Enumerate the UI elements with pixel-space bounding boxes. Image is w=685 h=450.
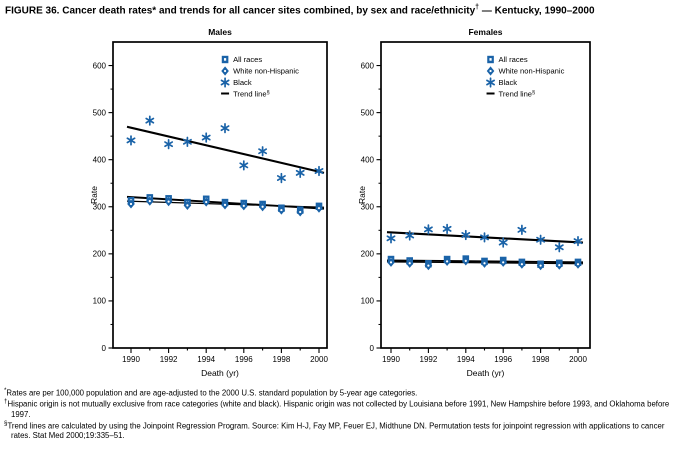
legend-trend-label: Trend line§	[499, 90, 536, 99]
svg-text:All races: All races	[499, 55, 528, 64]
footnote-text: Hispanic origin is not mutually exclusiv…	[7, 400, 670, 419]
svg-text:All races: All races	[233, 55, 262, 64]
figure-title: FIGURE 36. Cancer death rates* and trend…	[5, 4, 681, 16]
x-axis: 1990 1992 1994 1996 1998 2000	[122, 348, 328, 364]
svg-text:200: 200	[93, 250, 107, 259]
footnote-marker: †	[4, 398, 8, 406]
svg-text:300: 300	[361, 203, 375, 212]
footnote-marker: §	[4, 419, 8, 427]
figure-title-text2: — Kentucky, 1990–2000	[479, 5, 595, 17]
x-axis: 1990 1992 1994 1996 1998 2000	[382, 348, 587, 364]
svg-text:400: 400	[93, 155, 107, 164]
males-chart: Males 0 100 200 300 400 500 600 1990 1992 1994 1996…	[89, 27, 328, 378]
svg-text:1994: 1994	[197, 355, 215, 364]
figure-title-text: FIGURE 36. Cancer death rates* and trend…	[5, 5, 476, 17]
svg-text:1990: 1990	[382, 355, 400, 364]
svg-text:500: 500	[93, 108, 107, 117]
plot-frame	[380, 41, 591, 349]
svg-text:1992: 1992	[420, 355, 438, 364]
footnote-rates: *Rates are per 100,000 population and ar…	[4, 387, 682, 398]
legend-trend-label: Trend line§	[233, 90, 270, 99]
panel-title: Females	[468, 27, 502, 37]
y-axis: 0 100 200 300 400 500 600	[361, 61, 381, 353]
svg-text:White non-Hispanic: White non-Hispanic	[499, 67, 565, 76]
svg-text:100: 100	[361, 297, 375, 306]
footnote-trend: §Trend lines are calculated by using the…	[4, 420, 682, 441]
footnote-text: Trend lines are calculated by using the …	[7, 421, 665, 441]
svg-text:2000: 2000	[310, 355, 328, 364]
svg-text:Black: Black	[233, 78, 252, 87]
svg-text:300: 300	[93, 203, 107, 212]
footnote-text: Rates are per 100,000 population and are…	[6, 388, 418, 398]
svg-text:400: 400	[361, 155, 375, 164]
svg-text:2000: 2000	[569, 355, 587, 364]
trend-lines	[126, 125, 325, 210]
y-axis-label: Rate	[89, 186, 99, 204]
svg-text:1996: 1996	[494, 355, 512, 364]
svg-text:100: 100	[93, 297, 107, 306]
x-axis-label: Death (yr)	[467, 368, 505, 378]
legend: All races White non-Hispanic Black Trend li…	[486, 55, 565, 99]
svg-text:Black: Black	[499, 78, 518, 87]
legend: All races White non-Hispanic Black Trend li…	[220, 55, 299, 99]
svg-text:1996: 1996	[235, 355, 253, 364]
figure-title-dagger: †	[475, 4, 480, 11]
svg-text:1998: 1998	[273, 355, 291, 364]
series-black	[126, 115, 324, 184]
y-axis-label: Rate	[357, 186, 367, 204]
svg-text:White non-Hispanic: White non-Hispanic	[233, 67, 299, 76]
footnote-hispanic: †Hispanic origin is not mutually exclusi…	[4, 398, 682, 419]
svg-text:1998: 1998	[532, 355, 550, 364]
svg-text:200: 200	[361, 250, 375, 259]
panel-title: Males	[208, 27, 232, 37]
x-axis-label: Death (yr)	[201, 368, 239, 378]
svg-text:0: 0	[370, 344, 375, 353]
series-black	[386, 223, 583, 253]
svg-text:600: 600	[93, 61, 107, 70]
svg-text:500: 500	[361, 108, 375, 117]
plot-frame	[112, 41, 328, 349]
svg-text:1992: 1992	[160, 355, 178, 364]
svg-text:600: 600	[361, 61, 375, 70]
svg-text:1994: 1994	[457, 355, 475, 364]
svg-text:0: 0	[102, 344, 107, 353]
footnotes: *Rates are per 100,000 population and ar…	[4, 387, 682, 441]
y-axis: 0 100 200 300 400 500 600	[93, 61, 113, 353]
svg-text:1990: 1990	[122, 355, 140, 364]
footnote-marker: *	[4, 387, 7, 394]
